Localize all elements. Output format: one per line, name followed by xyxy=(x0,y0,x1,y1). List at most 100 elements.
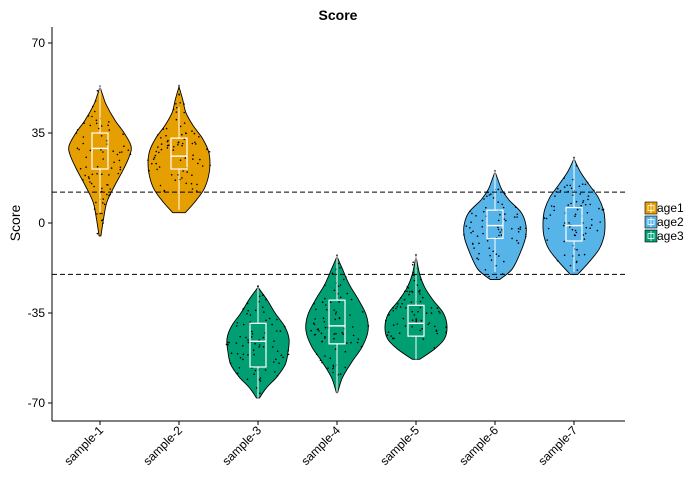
data-point xyxy=(199,158,201,161)
data-point xyxy=(158,166,161,168)
data-point xyxy=(209,164,211,167)
data-point xyxy=(550,205,553,207)
data-point xyxy=(195,143,197,145)
data-point xyxy=(317,328,320,330)
data-point xyxy=(513,216,516,218)
data-point xyxy=(278,362,280,365)
data-point xyxy=(157,146,159,148)
legend-item: age2 xyxy=(644,215,684,229)
data-point xyxy=(402,317,405,320)
data-point xyxy=(196,190,198,192)
data-point xyxy=(345,276,347,278)
data-point xyxy=(339,373,342,375)
data-point xyxy=(151,162,153,165)
data-point xyxy=(489,254,491,257)
data-point xyxy=(334,313,337,315)
violin-group xyxy=(68,85,132,237)
data-point xyxy=(582,200,585,202)
data-point xyxy=(465,225,468,227)
data-point xyxy=(96,90,99,92)
data-point xyxy=(201,165,204,167)
data-point xyxy=(481,226,484,228)
data-point xyxy=(175,103,177,105)
data-point xyxy=(191,142,194,145)
violin-group xyxy=(225,285,290,399)
data-point xyxy=(259,377,262,380)
data-point xyxy=(566,184,568,187)
data-point xyxy=(190,182,193,185)
data-point xyxy=(484,269,487,271)
data-point xyxy=(554,195,556,197)
box-iqr xyxy=(565,206,583,242)
x-tick-label: sample-6 xyxy=(456,423,501,468)
x-tick-label: sample-4 xyxy=(298,423,343,468)
x-tick-label: sample-3 xyxy=(219,423,264,468)
data-point xyxy=(475,215,477,217)
data-point xyxy=(412,261,415,264)
data-point xyxy=(361,311,364,313)
data-point xyxy=(94,100,97,102)
data-point xyxy=(185,132,187,135)
data-point xyxy=(90,182,93,185)
data-point xyxy=(511,237,513,240)
data-point xyxy=(579,193,582,195)
data-point xyxy=(581,183,584,185)
data-point xyxy=(117,172,120,175)
data-point xyxy=(516,239,518,242)
data-point xyxy=(392,337,394,340)
data-point xyxy=(445,326,447,329)
data-point xyxy=(310,329,312,332)
data-point xyxy=(119,168,122,171)
data-point xyxy=(341,331,344,334)
data-point xyxy=(236,353,239,355)
data-point xyxy=(276,374,279,377)
data-point xyxy=(82,142,84,145)
data-point xyxy=(100,149,102,151)
data-point xyxy=(563,186,566,188)
data-point xyxy=(352,334,355,337)
data-point xyxy=(76,129,79,131)
data-point xyxy=(258,300,260,303)
data-point xyxy=(173,146,175,148)
data-point xyxy=(490,259,493,261)
data-point xyxy=(492,197,495,199)
data-point xyxy=(397,303,399,305)
data-point xyxy=(181,133,183,136)
data-point xyxy=(329,301,332,304)
data-point xyxy=(99,212,101,215)
box-iqr xyxy=(486,209,504,240)
data-point xyxy=(575,164,578,167)
data-point xyxy=(198,136,200,138)
data-point xyxy=(543,217,546,219)
data-point xyxy=(416,284,419,287)
data-point xyxy=(499,213,501,216)
data-point xyxy=(78,148,80,151)
data-point xyxy=(96,232,99,235)
data-point xyxy=(166,140,169,143)
data-point xyxy=(463,233,465,236)
data-point xyxy=(251,333,254,335)
data-point xyxy=(228,341,231,344)
data-point xyxy=(183,138,186,140)
data-point xyxy=(334,348,337,350)
data-point xyxy=(325,309,328,311)
data-point xyxy=(482,232,484,235)
data-point xyxy=(601,209,604,211)
data-point xyxy=(251,336,253,338)
data-point xyxy=(183,103,185,105)
data-point xyxy=(570,202,572,205)
data-point xyxy=(575,261,578,264)
data-point xyxy=(259,380,262,382)
data-point xyxy=(350,298,353,301)
data-point xyxy=(498,234,500,237)
data-point xyxy=(102,222,104,224)
data-point xyxy=(488,194,491,196)
data-point xyxy=(262,294,264,297)
data-point xyxy=(273,340,275,342)
data-point xyxy=(329,357,332,360)
data-point xyxy=(253,373,255,376)
data-point xyxy=(436,307,439,310)
data-point xyxy=(324,336,326,338)
